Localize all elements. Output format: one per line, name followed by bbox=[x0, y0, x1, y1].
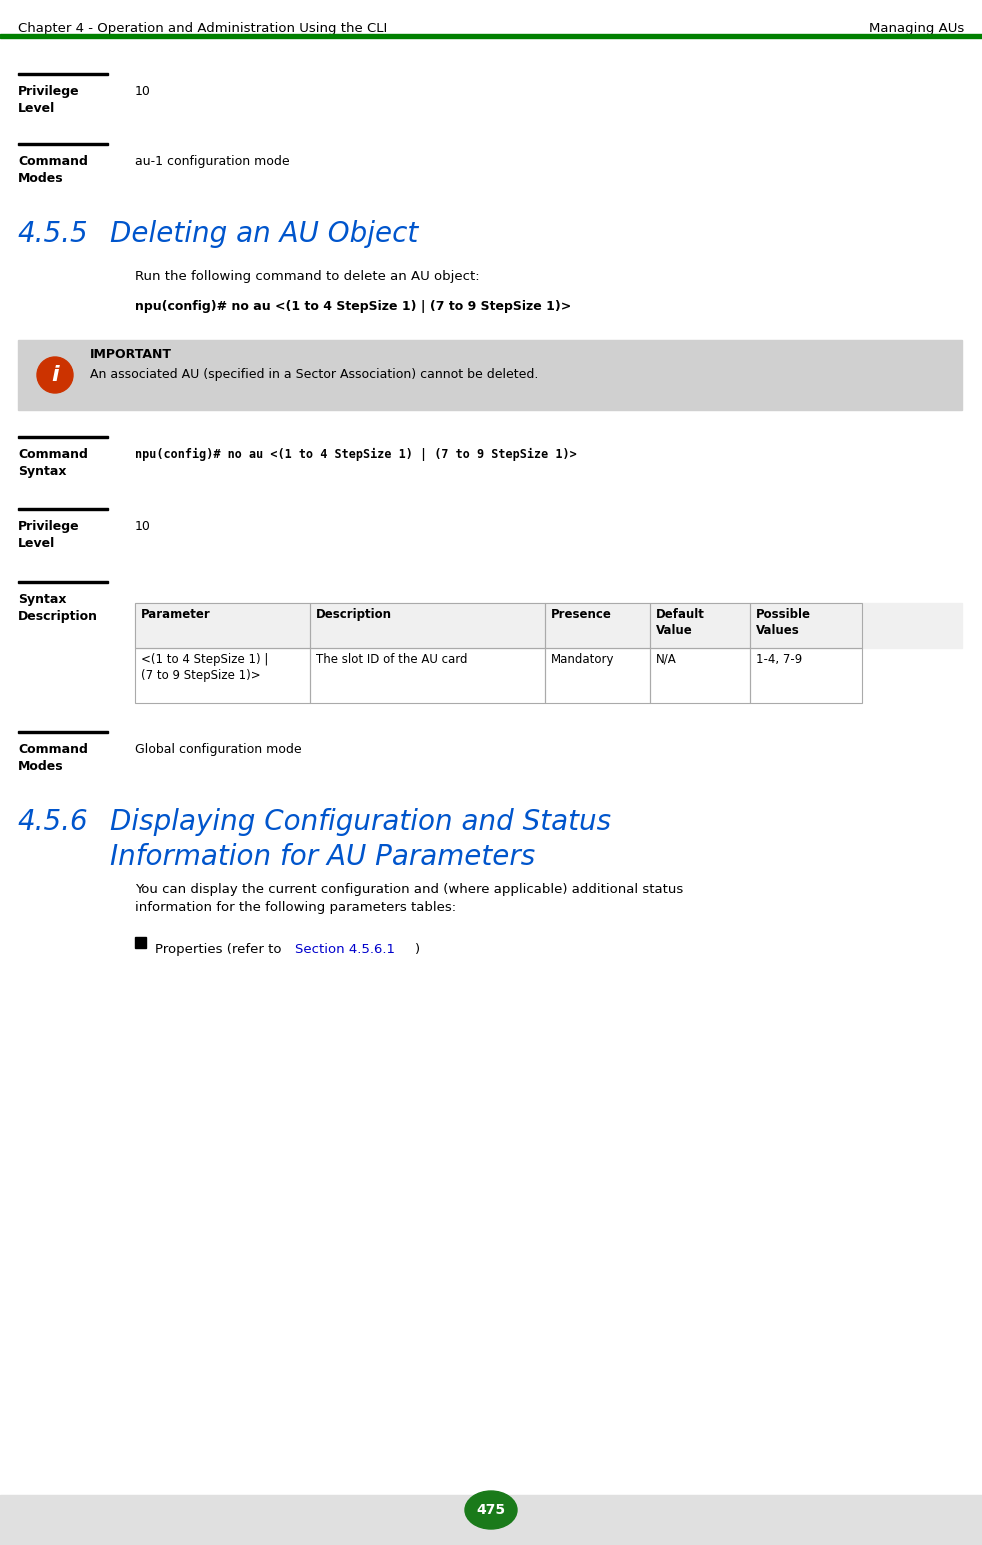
Bar bbox=[135, 936, 146, 949]
Text: N/A: N/A bbox=[656, 654, 677, 666]
Text: i: i bbox=[51, 365, 59, 385]
Text: Mandatory: Mandatory bbox=[551, 654, 615, 666]
Bar bbox=[650, 647, 750, 703]
Bar bbox=[18, 340, 962, 409]
Bar bbox=[545, 603, 650, 647]
Text: 4Motion: 4Motion bbox=[18, 1519, 74, 1533]
Bar bbox=[310, 603, 545, 647]
Bar bbox=[0, 34, 982, 39]
Text: 1-4, 7-9: 1-4, 7-9 bbox=[756, 654, 802, 666]
Text: You can display the current configuration and (where applicable) additional stat: You can display the current configuratio… bbox=[135, 884, 683, 915]
Text: Command
Modes: Command Modes bbox=[18, 743, 87, 772]
Text: 10: 10 bbox=[135, 85, 151, 97]
Bar bbox=[18, 581, 108, 582]
Text: Run the following command to delete an AU object:: Run the following command to delete an A… bbox=[135, 270, 479, 283]
Text: 475: 475 bbox=[476, 1503, 506, 1517]
Bar bbox=[0, 1496, 982, 1545]
Text: Presence: Presence bbox=[551, 609, 612, 621]
Text: 4.5.6: 4.5.6 bbox=[18, 808, 88, 836]
Bar bbox=[135, 647, 310, 703]
Text: Description: Description bbox=[316, 609, 392, 621]
Text: An associated AU (specified in a Sector Association) cannot be deleted.: An associated AU (specified in a Sector … bbox=[90, 368, 538, 382]
Text: Possible
Values: Possible Values bbox=[756, 609, 811, 637]
Text: npu(config)# no au <(1 to 4 StepSize 1) | (7 to 9 StepSize 1)>: npu(config)# no au <(1 to 4 StepSize 1) … bbox=[135, 300, 572, 314]
Text: System Manual: System Manual bbox=[857, 1519, 964, 1533]
Ellipse shape bbox=[465, 1491, 517, 1530]
Bar bbox=[310, 647, 545, 703]
Text: npu(config)# no au <(1 to 4 StepSize 1) | (7 to 9 StepSize 1)>: npu(config)# no au <(1 to 4 StepSize 1) … bbox=[135, 448, 576, 460]
Text: Privilege
Level: Privilege Level bbox=[18, 521, 80, 550]
Bar bbox=[18, 73, 108, 76]
Text: Command
Syntax: Command Syntax bbox=[18, 448, 87, 477]
Text: ): ) bbox=[415, 942, 420, 956]
Bar bbox=[750, 603, 862, 647]
Text: Deleting an AU Object: Deleting an AU Object bbox=[110, 219, 418, 249]
Text: 4.5.5: 4.5.5 bbox=[18, 219, 88, 249]
Text: Properties (refer to: Properties (refer to bbox=[155, 942, 286, 956]
Bar bbox=[18, 436, 108, 437]
Text: <(1 to 4 StepSize 1) |
(7 to 9 StepSize 1)>: <(1 to 4 StepSize 1) | (7 to 9 StepSize … bbox=[141, 654, 268, 681]
Bar bbox=[18, 507, 108, 510]
Bar bbox=[18, 731, 108, 732]
Bar bbox=[135, 603, 962, 647]
Bar bbox=[750, 647, 862, 703]
Bar bbox=[650, 603, 750, 647]
Text: Command
Modes: Command Modes bbox=[18, 154, 87, 185]
Text: Privilege
Level: Privilege Level bbox=[18, 85, 80, 114]
Text: Default
Value: Default Value bbox=[656, 609, 705, 637]
Bar bbox=[545, 647, 650, 703]
Bar bbox=[135, 603, 310, 647]
Bar bbox=[18, 142, 108, 145]
Text: au-1 configuration mode: au-1 configuration mode bbox=[135, 154, 290, 168]
Text: Managing AUs: Managing AUs bbox=[869, 22, 964, 36]
Text: Chapter 4 - Operation and Administration Using the CLI: Chapter 4 - Operation and Administration… bbox=[18, 22, 387, 36]
Text: 10: 10 bbox=[135, 521, 151, 533]
Text: The slot ID of the AU card: The slot ID of the AU card bbox=[316, 654, 467, 666]
Text: Parameter: Parameter bbox=[141, 609, 211, 621]
Text: IMPORTANT: IMPORTANT bbox=[90, 348, 172, 362]
Text: Displaying Configuration and Status
Information for AU Parameters: Displaying Configuration and Status Info… bbox=[110, 808, 611, 870]
Text: Global configuration mode: Global configuration mode bbox=[135, 743, 301, 756]
Text: Syntax
Description: Syntax Description bbox=[18, 593, 98, 623]
Circle shape bbox=[37, 357, 73, 392]
Text: Section 4.5.6.1: Section 4.5.6.1 bbox=[295, 942, 395, 956]
